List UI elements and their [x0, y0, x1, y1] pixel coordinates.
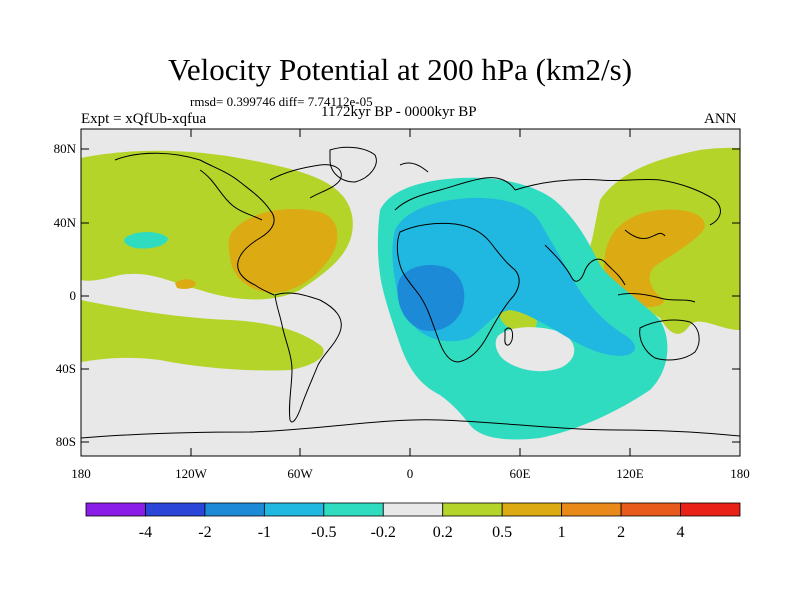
- lon-label-60w: 60W: [287, 466, 313, 481]
- contour-fields: [81, 146, 740, 440]
- colorbar-label: 0.5: [492, 524, 512, 541]
- stats-line: rmsd= 0.399746 diff= 7.74112e-05: [190, 94, 373, 109]
- lon-label-120w: 120W: [175, 466, 208, 481]
- colorbar-swatch: [204, 502, 265, 517]
- colorbar-label: -4: [139, 524, 152, 541]
- colorbar-swatch: [442, 502, 503, 517]
- contour-positive-pacific: [81, 300, 324, 371]
- colorbar-label: 0.2: [433, 524, 453, 541]
- colorbar-swatch: [85, 502, 146, 517]
- lon-label-60e: 60E: [510, 466, 531, 481]
- colorbar-label: 2: [617, 524, 625, 541]
- contour-negative-pacific: [124, 232, 168, 249]
- colorbar-label: 1: [558, 524, 566, 541]
- lat-label-80s: 80S: [56, 434, 76, 449]
- colorbar-swatch: [145, 502, 206, 517]
- contour-low-core: [397, 265, 465, 332]
- contour-weak-south-indian: [495, 327, 575, 372]
- colorbar-swatch: [263, 502, 325, 517]
- coastlines: [81, 146, 740, 439]
- lon-label-0: 0: [407, 466, 414, 481]
- colorbar-swatch: [323, 502, 384, 517]
- colorbar-swatch: [501, 502, 563, 517]
- season-label: ANN: [704, 111, 737, 127]
- lat-label-40s: 40S: [56, 361, 76, 376]
- experiment-label: Expt = xQfUb-xqfua: [81, 111, 207, 127]
- lon-label-120e: 120E: [616, 466, 644, 481]
- lat-label-40n: 40N: [54, 215, 77, 230]
- map-title: Velocity Potential at 200 hPa (km2/s): [167, 52, 633, 87]
- colorbar-swatch: [680, 502, 741, 517]
- contour-high-westpacific: [604, 209, 705, 308]
- lat-label-80n: 80N: [54, 141, 77, 156]
- colorbar-swatch: [620, 502, 681, 517]
- contour-high-pacific-small: [175, 279, 196, 289]
- colorbar-label: -0.2: [371, 524, 396, 541]
- colorbar: -4 -2 -1 -0.5 -0.2 0.2 0.5 1 2 4: [85, 502, 741, 541]
- colorbar-swatch: [382, 502, 444, 517]
- lon-label-180w: 180: [71, 466, 91, 481]
- colorbar-label: -0.5: [311, 524, 336, 541]
- axis-tick-marks: [81, 129, 740, 456]
- lon-label-180e: 180: [730, 466, 750, 481]
- colorbar-label: -1: [258, 524, 271, 541]
- colorbar-label: -2: [198, 524, 211, 541]
- period-label: 1172kyr BP - 0000kyr BP: [321, 104, 477, 120]
- colorbar-swatch: [561, 502, 622, 517]
- colorbar-label: 4: [677, 524, 685, 541]
- lat-label-0: 0: [70, 288, 77, 303]
- contour-high-atlantic: [228, 209, 338, 293]
